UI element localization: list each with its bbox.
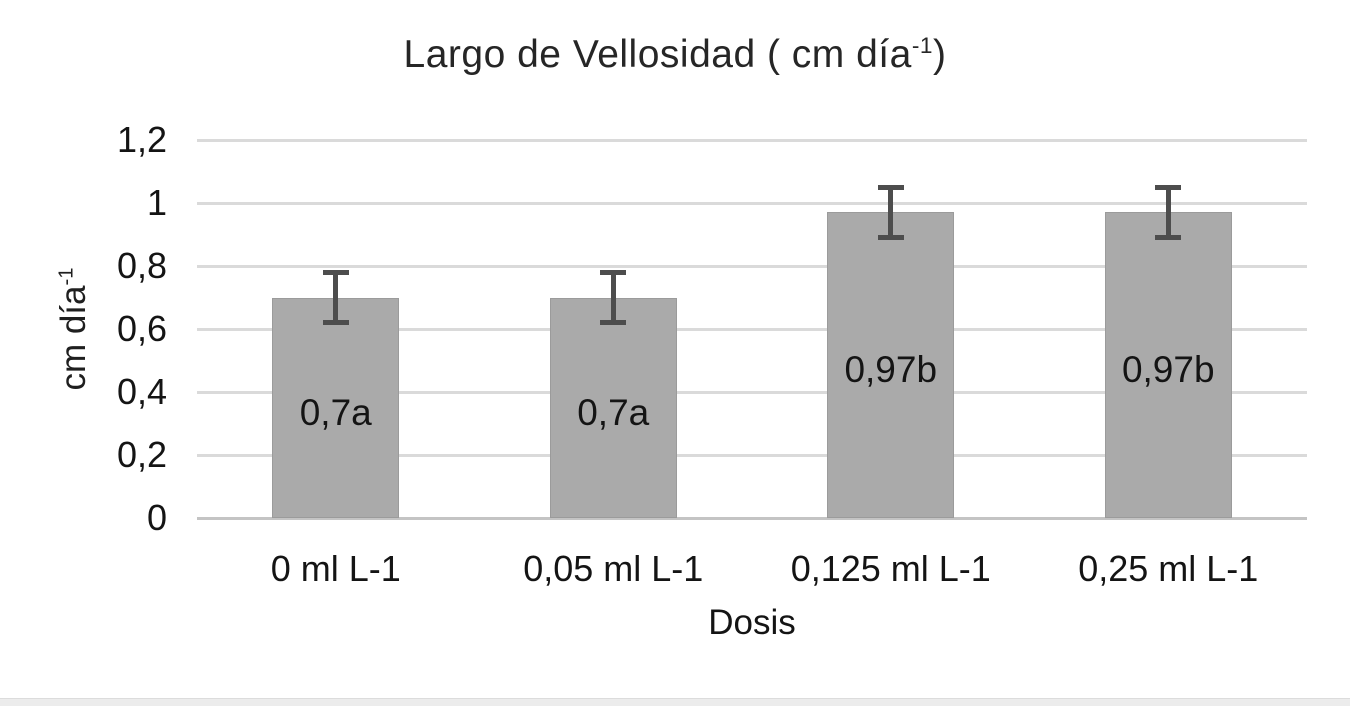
bar-value-label: 0,97b: [844, 349, 938, 391]
x-axis-tick-label: 0 ml L-1: [270, 548, 401, 589]
bar-3: [827, 212, 955, 518]
y-axis-tick-label: 0,2: [116, 434, 167, 475]
y-axis-tick-label: 0,6: [116, 308, 167, 349]
bar-1: [272, 297, 400, 518]
error-bar-cap-bottom: [877, 234, 904, 240]
y-axis-tick-label: 0: [146, 497, 167, 538]
gridline: [197, 454, 1307, 457]
error-bar-cap-top: [600, 270, 627, 276]
y-axis-tick-label: 0,4: [116, 371, 167, 412]
error-bar-cap-top: [322, 270, 349, 276]
x-axis-line: [197, 517, 1307, 520]
bar-value-label: 0,7a: [299, 391, 372, 433]
y-axis-tick-label: 1,2: [116, 119, 167, 160]
x-axis-tick-label: 0,125 ml L-1: [790, 548, 991, 589]
error-bar-line: [888, 187, 894, 238]
error-bar-cap-top: [877, 185, 904, 191]
x-axis-tick-label: 0,05 ml L-1: [523, 548, 704, 589]
error-bar-cap-bottom: [322, 319, 349, 325]
chart-title-superscript: -1: [911, 33, 933, 58]
plot-area: 0,7a 0,7a 0,97b 0,97b: [197, 139, 1307, 520]
error-bar-cap-bottom: [600, 319, 627, 325]
bar-2: [549, 297, 677, 518]
gridline: [197, 265, 1307, 268]
bar-value-label: 0,97b: [1121, 349, 1215, 391]
bar-4: [1104, 212, 1232, 518]
y-axis-tick-label: 1: [146, 182, 167, 223]
bar-value-label: 0,7a: [577, 391, 650, 433]
error-bar-cap-top: [1155, 185, 1182, 191]
gridline: [197, 328, 1307, 331]
gridline: [197, 139, 1307, 142]
chart-title-text: Largo de Vellosidad ( cm día: [403, 33, 912, 76]
chart-title: Largo de Vellosidad ( cm día-1): [0, 33, 1350, 77]
gridline: [197, 391, 1307, 394]
error-bar-line: [1165, 187, 1171, 238]
error-bar-line: [610, 272, 616, 323]
chart-title-suffix: ): [932, 33, 947, 76]
gridline: [197, 202, 1307, 205]
y-axis-tick-label: 0,8: [116, 245, 167, 286]
error-bar-line: [333, 272, 339, 323]
page-bottom-strip: [0, 698, 1350, 706]
x-axis-title: Dosis: [708, 603, 796, 642]
x-axis-tick-label: 0,25 ml L-1: [1078, 548, 1259, 589]
error-bar-cap-bottom: [1155, 234, 1182, 240]
